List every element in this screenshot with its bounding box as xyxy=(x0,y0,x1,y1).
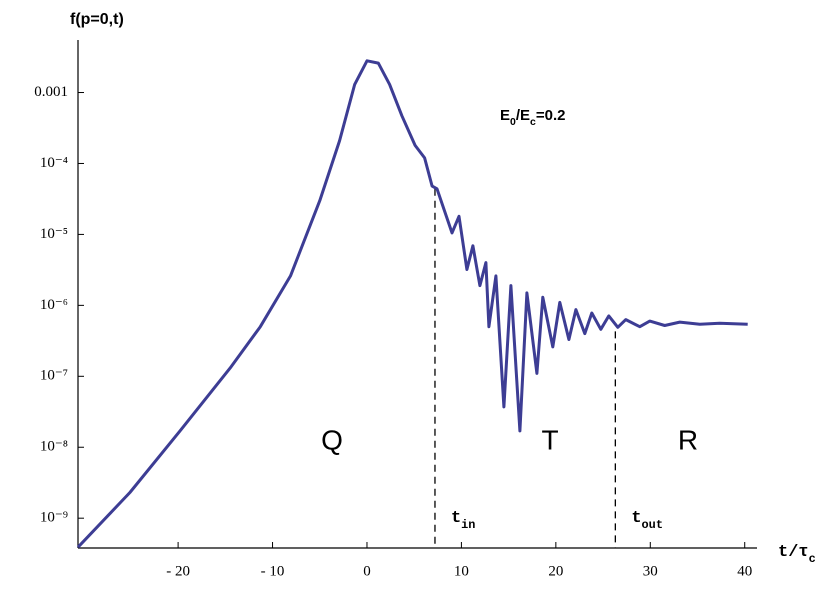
y-tick-label: 10⁻⁸ xyxy=(40,439,68,455)
marker-label: tin xyxy=(451,509,475,532)
x-tick-label: 0 xyxy=(363,563,371,579)
data-line xyxy=(76,59,748,549)
y-tick-label: 10⁻⁹ xyxy=(40,510,68,526)
x-tick-label: - 20 xyxy=(166,563,190,579)
marker-label-sub: out xyxy=(642,518,663,532)
y-tick-label: 10⁻⁴ xyxy=(40,155,68,171)
x-axis-label-sub: c xyxy=(809,552,816,566)
annotation-part: =0.2 xyxy=(536,107,566,124)
annotation-sub: 0 xyxy=(510,116,516,128)
chart-title: f(p=0,t) xyxy=(70,11,124,28)
x-tick-label: 10 xyxy=(454,563,469,579)
y-tick-label: 10⁻⁶ xyxy=(40,297,68,313)
y-tick-label: 10⁻⁵ xyxy=(40,226,68,242)
x-tick-label: 20 xyxy=(548,563,563,579)
annotation-part: /E xyxy=(516,107,530,124)
annotation-part: E xyxy=(500,107,510,124)
region-label: Q xyxy=(321,424,343,455)
marker-label-sub: in xyxy=(461,518,475,532)
x-tick-label: 40 xyxy=(737,563,752,579)
region-label: R xyxy=(678,424,698,455)
x-tick-label: - 10 xyxy=(261,563,285,579)
marker-label-part: t xyxy=(451,509,461,528)
annotation-sub: c xyxy=(530,116,536,128)
marker-label-part: t xyxy=(631,509,641,528)
x-axis-label-part: t/τ xyxy=(778,543,809,562)
x-axis-label: t/τc xyxy=(778,543,816,566)
annotation: E0/Ec=0.2 xyxy=(500,107,566,128)
x-tick-label: 30 xyxy=(643,563,658,579)
region-label: T xyxy=(541,424,558,455)
y-tick-label: 10⁻⁷ xyxy=(40,368,68,384)
marker-label: tout xyxy=(631,509,663,532)
y-tick-label: 0.001 xyxy=(34,84,68,100)
